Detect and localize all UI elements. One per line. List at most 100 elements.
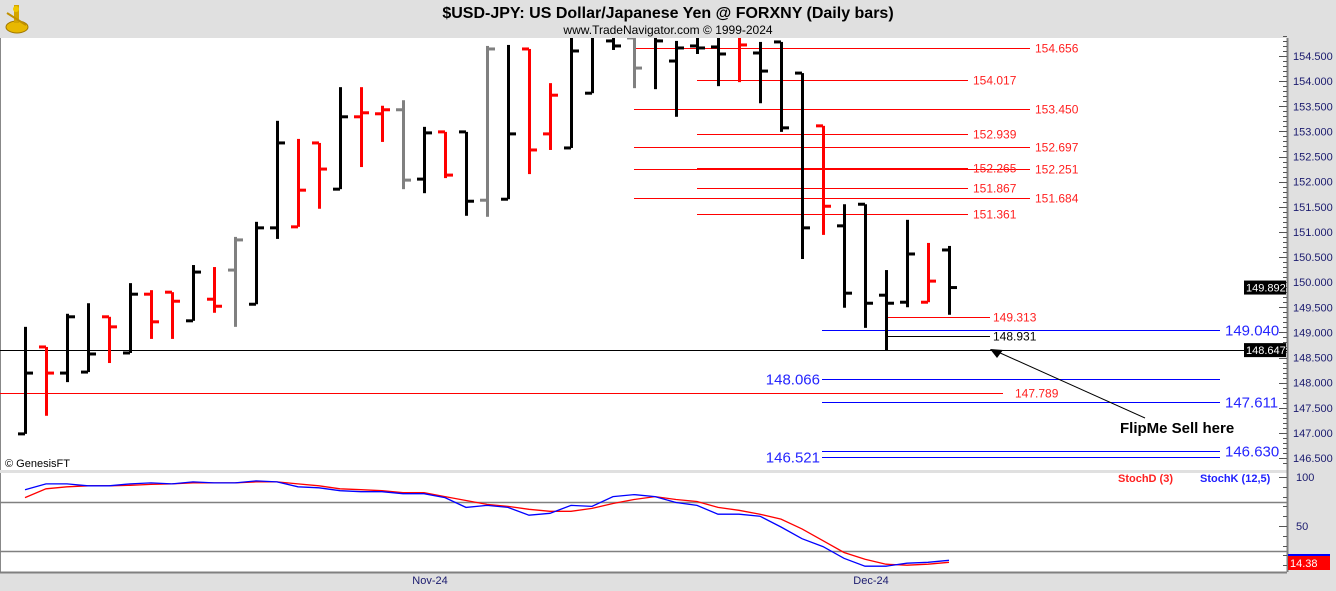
bar-close-tick: [320, 167, 327, 171]
ohlc-bar: [459, 130, 474, 216]
price-tick-label: 150.000: [1293, 277, 1333, 289]
horizontal-levels: [0, 48, 1287, 458]
bar-range: [318, 142, 321, 209]
last-price-box: 149.892: [1244, 280, 1286, 295]
bar-open-tick: [291, 225, 298, 229]
bar-close-tick: [215, 304, 222, 308]
annotation-text: FlipMe Sell here: [1120, 420, 1234, 437]
bar-range: [696, 38, 699, 54]
bar-range: [885, 270, 888, 351]
bar-range: [381, 105, 384, 142]
bar-range: [66, 313, 69, 383]
bar-close-tick: [509, 132, 516, 136]
bar-open-tick: [942, 248, 949, 252]
bar-open-tick: [858, 202, 865, 206]
bar-range: [108, 316, 111, 364]
bar-close-tick: [950, 286, 957, 290]
price-tick-label: 149.000: [1293, 327, 1333, 339]
ohlc-bars: [18, 38, 957, 436]
price-tick-label: 146.500: [1293, 453, 1333, 465]
legend-stochk: StochK (12,5): [1200, 473, 1271, 485]
bar-open-tick: [459, 130, 466, 134]
ohlc-bar: [711, 38, 726, 87]
bar-range: [864, 204, 867, 328]
ohlc-bar: [312, 141, 327, 209]
copyright-text: © GenesisFT: [5, 458, 70, 470]
ohlc-bar: [333, 87, 348, 191]
bar-range: [675, 40, 678, 117]
bar-open-tick: [270, 226, 277, 230]
bar-close-tick: [572, 49, 579, 53]
bar-range: [402, 100, 405, 190]
stochastic-axis[interactable]: 100 50 14.38: [1279, 472, 1330, 570]
ohlc-bar: [942, 245, 957, 315]
level-label: 148.066: [766, 372, 820, 389]
ohlc-bar: [774, 40, 789, 132]
bar-range: [570, 38, 573, 148]
bar-range: [129, 283, 132, 353]
ohlc-bar: [375, 105, 390, 142]
bar-open-tick: [102, 315, 109, 319]
bar-open-tick: [60, 371, 67, 375]
level-labels: 154.656 154.017 153.450 152.939 152.697 152.2…: [766, 42, 1279, 467]
price-tick-label: 153.000: [1293, 126, 1333, 138]
bar-close-tick: [194, 270, 201, 274]
bar-open-tick: [522, 47, 529, 51]
ohlc-bar: [738, 38, 747, 83]
price-tick-label: 154.000: [1293, 76, 1333, 88]
price-tick-label: 148.000: [1293, 378, 1333, 390]
bar-range: [360, 87, 363, 168]
last-price-box-text: 149.892: [1246, 283, 1286, 295]
ohlc-bar: [564, 38, 579, 150]
bar-range: [297, 138, 300, 227]
ohlc-bar: [669, 40, 684, 117]
bar-open-tick: [564, 146, 571, 150]
bar-open-tick: [669, 59, 676, 63]
bar-close-tick: [152, 320, 159, 324]
ohlc-bar: [39, 345, 54, 416]
level-label: 152.251: [1035, 163, 1079, 177]
bar-range: [801, 73, 804, 260]
price-panel[interactable]: [0, 38, 1287, 470]
level-label: 151.684: [1035, 192, 1079, 206]
bar-close-tick: [614, 44, 621, 48]
bar-open-tick: [396, 108, 403, 112]
bar-close-tick: [929, 279, 936, 283]
price-tick-label: 152.500: [1293, 152, 1333, 164]
bar-range: [486, 45, 489, 217]
bar-range: [822, 125, 825, 235]
level-label: 147.611: [1225, 395, 1278, 412]
bar-close-tick: [656, 39, 663, 43]
bar-open-tick: [585, 91, 592, 95]
bar-close-tick: [740, 43, 747, 47]
bar-open-tick: [354, 115, 361, 119]
price-axis[interactable]: 146.500 147.000 147.500 148.000 148.500 149.0…: [1244, 36, 1336, 574]
bar-close-tick: [677, 46, 684, 50]
bar-close-tick: [362, 111, 369, 115]
header-bar: [0, 0, 1336, 38]
stoch-tick-label: 100: [1296, 472, 1314, 484]
bar-range: [759, 41, 762, 104]
bar-range: [444, 131, 447, 179]
price-tick-label: 151.000: [1293, 227, 1333, 239]
arrowhead-icon: [990, 349, 1003, 358]
stochastic-panel[interactable]: [0, 473, 1287, 572]
bar-range: [843, 204, 846, 308]
bar-close-tick: [236, 238, 243, 242]
bar-close-tick: [425, 131, 432, 135]
ohlc-bar: [858, 202, 873, 328]
stoch-tick-label: 50: [1296, 521, 1308, 533]
chart-subtitle: www.TradeNavigator.com © 1999-2024: [562, 23, 772, 37]
ohlc-bar: [18, 326, 33, 436]
bar-close-tick: [698, 46, 705, 50]
panel-separator[interactable]: [0, 470, 1287, 473]
bar-open-tick: [837, 224, 844, 228]
bar-range: [213, 267, 216, 313]
ohlc-bar: [417, 126, 432, 194]
level-label: 149.040: [1225, 323, 1279, 340]
bar-close-tick: [47, 371, 54, 375]
stochk-line: [24, 480, 950, 567]
marked-price-box-text: 148.647: [1246, 345, 1286, 357]
bar-range: [171, 292, 174, 339]
